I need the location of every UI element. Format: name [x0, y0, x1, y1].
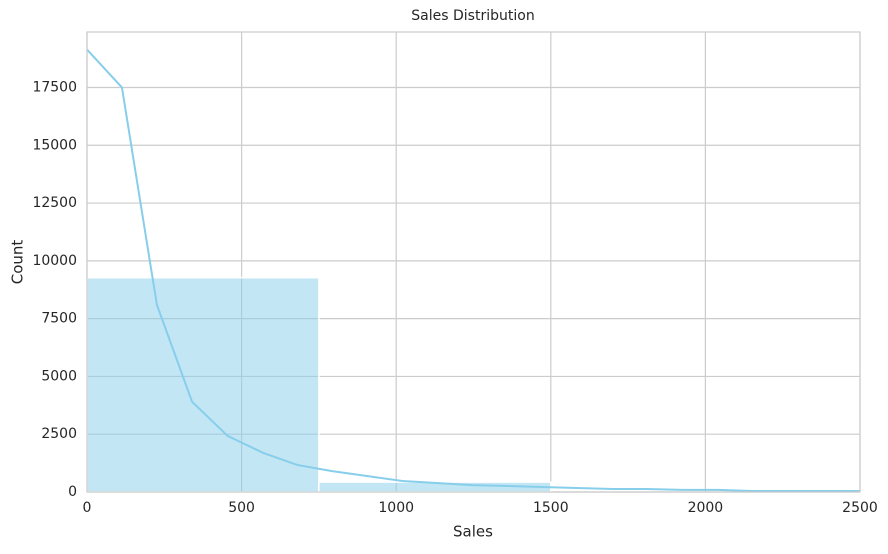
chart-title: Sales Distribution — [411, 8, 534, 24]
y-tick-label: 15000 — [32, 137, 77, 153]
x-tick-label: 2000 — [688, 500, 724, 516]
x-tick-label: 500 — [228, 500, 255, 516]
y-tick-label: 0 — [68, 484, 77, 500]
bar — [86, 276, 320, 493]
y-tick-label: 7500 — [41, 311, 77, 327]
x-tick-label: 1500 — [533, 500, 569, 516]
y-tick-label: 12500 — [32, 195, 77, 211]
y-axis-label: Count — [9, 240, 27, 285]
kde-line — [86, 48, 860, 492]
x-axis-label: Sales — [453, 523, 493, 541]
x-tick-label: 0 — [83, 500, 92, 516]
y-tick-label: 10000 — [32, 253, 77, 269]
y-tick-label: 5000 — [41, 368, 77, 384]
x-tick-label: 1000 — [378, 500, 414, 516]
plot-frame — [86, 31, 861, 493]
y-tick-label: 17500 — [32, 79, 77, 95]
y-tick-label: 2500 — [41, 426, 77, 442]
x-tick-label: 2500 — [842, 500, 878, 516]
